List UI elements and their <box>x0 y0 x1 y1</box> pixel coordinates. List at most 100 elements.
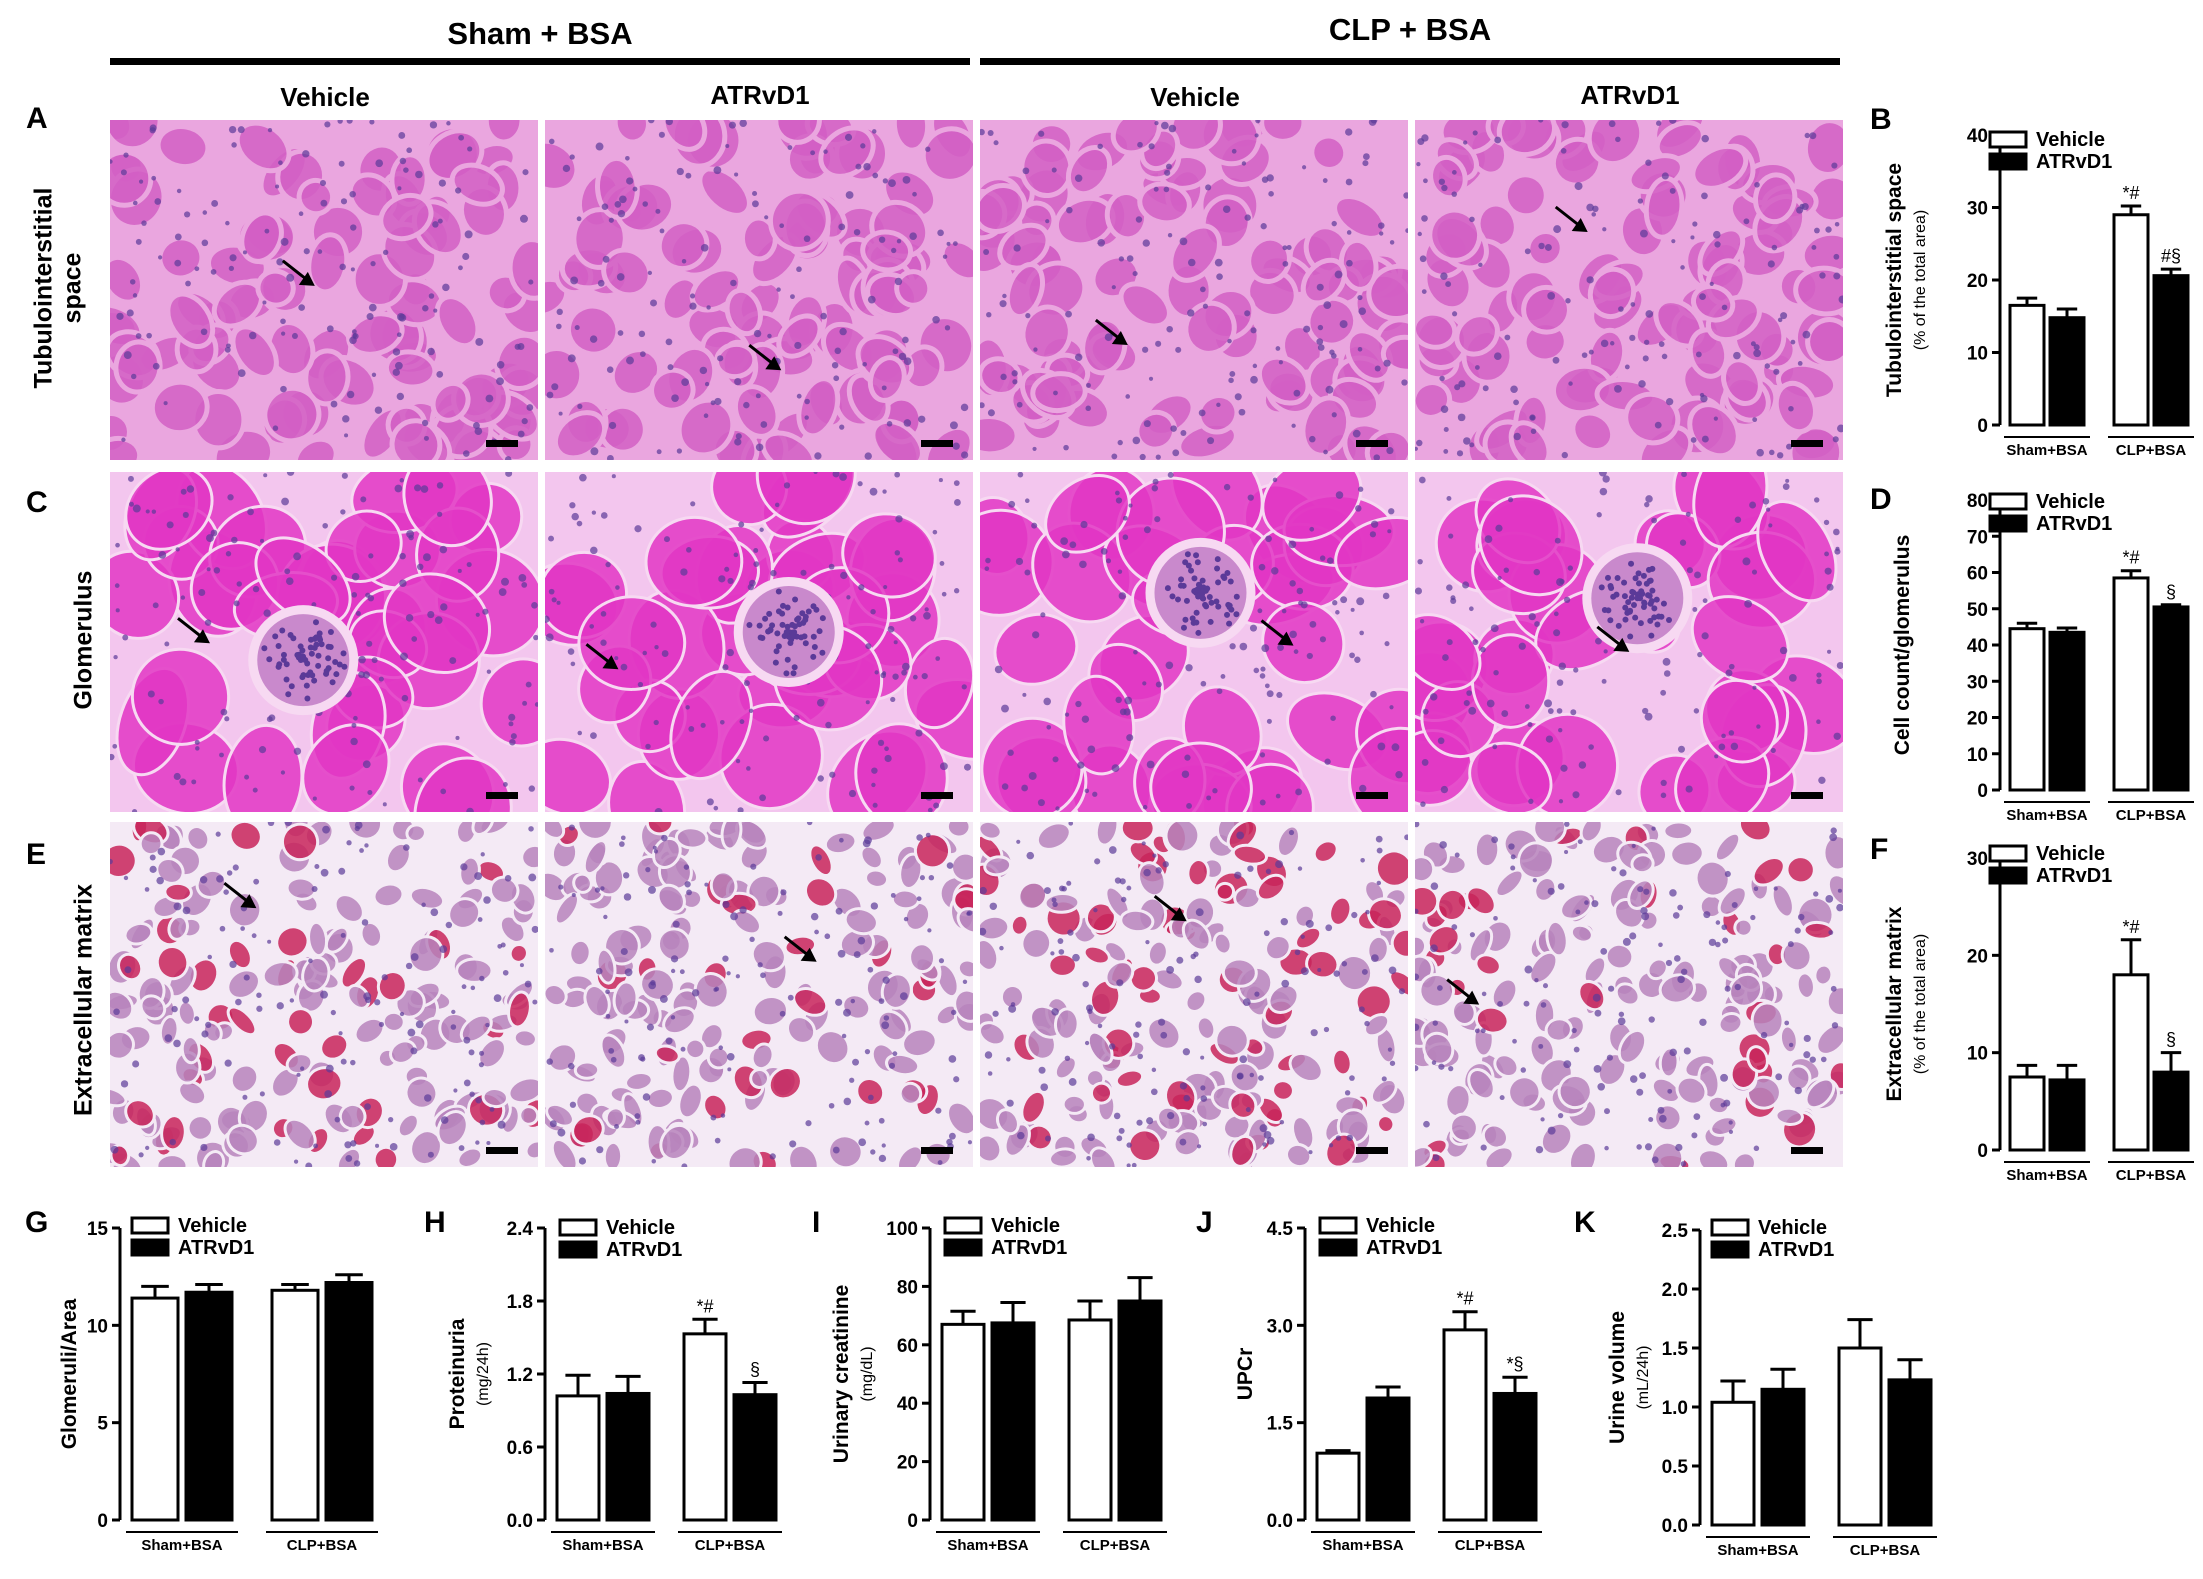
micrograph-image <box>110 822 538 1167</box>
y-axis-title: Extracellular matrix (% of the total area… <box>1883 906 1929 1101</box>
legend-label: Vehicle <box>2036 843 2105 865</box>
legend-label: ATRvD1 <box>2036 513 2112 535</box>
y-axis-unit: (% of the total area) <box>1912 934 1929 1075</box>
legend-label: ATRvD1 <box>2036 151 2112 173</box>
chart-k: K 0.0 0.5 1.0 1.5 2.0 2.5 Urine volume (mL/24h) S… <box>1574 1206 1937 1559</box>
y-tick-label: 2.5 <box>1662 1221 1689 1242</box>
x-group-label: CLP+BSA <box>1850 1542 1921 1559</box>
y-tick-label: 5 <box>97 1414 108 1435</box>
y-tick-label: 30 <box>1967 849 1988 870</box>
y-tick-label: 10 <box>87 1316 108 1337</box>
y-axis-unit: (mL/24h) <box>1635 1345 1652 1409</box>
x-group-label: Sham+BSA <box>2006 442 2087 459</box>
y-tick-label: 20 <box>1967 709 1988 730</box>
panel-letter: D <box>1870 483 1892 516</box>
column-label-clp-vehicle: Vehicle <box>1150 82 1240 112</box>
y-tick-label: 4.5 <box>1267 1219 1294 1240</box>
y-tick-label: 10 <box>1967 344 1988 365</box>
micrograph-image <box>110 472 538 812</box>
arrow-icon <box>1260 619 1294 646</box>
bar-atrvd1-clpbsa <box>1887 1378 1933 1527</box>
legend-swatch <box>558 1240 598 1259</box>
panel-letter: I <box>812 1206 820 1239</box>
scale-bar <box>1791 440 1823 447</box>
y-tick-label: 40 <box>897 1394 918 1415</box>
group-header-sham: Sham + BSA <box>447 16 633 51</box>
y-tick-label: 0 <box>97 1511 108 1532</box>
arrow-icon <box>1596 625 1630 652</box>
y-tick-label: 0.0 <box>507 1511 533 1532</box>
group-rule-sham <box>110 58 970 65</box>
y-axis-title: UPCr <box>1234 1348 1257 1401</box>
bar-vehicle-shambsa <box>940 1322 986 1522</box>
column-label-clp-atrvd1: ATRvD1 <box>1580 80 1680 110</box>
x-group-label: CLP+BSA <box>2116 442 2187 459</box>
bar-atrvd1-clpbsa <box>1492 1391 1538 1522</box>
chart-b: B 0 10 20 30 40 Tubulointerstitial space (% of … <box>1870 103 2194 459</box>
bar-vehicle-clpbsa <box>682 1332 728 1522</box>
legend-label: ATRvD1 <box>606 1239 682 1261</box>
y-tick-label: 70 <box>1967 527 1988 548</box>
column-label-sham-atrvd1: ATRvD1 <box>710 80 810 110</box>
micrograph-image <box>545 120 973 460</box>
y-axis-title: Tubulointerstitial space (% of the total … <box>1883 163 1929 397</box>
y-tick-label: 10 <box>1967 745 1988 766</box>
bar-atrvd1-clpbsa <box>2152 1070 2190 1152</box>
micrograph-image <box>110 120 538 460</box>
y-tick-label: 0 <box>1977 1141 1988 1162</box>
legend-swatch <box>943 1216 983 1235</box>
y-tick-label: 1.5 <box>1662 1339 1689 1360</box>
bar-vehicle-clpbsa <box>1442 1328 1488 1522</box>
legend-swatch <box>1988 866 2028 885</box>
legend-label: Vehicle <box>2036 129 2105 151</box>
micrograph-image <box>1415 120 1843 460</box>
bar-atrvd1-shambsa <box>184 1290 234 1522</box>
micrograph-image <box>1415 472 1843 812</box>
y-tick-label: 30 <box>1967 199 1988 220</box>
bar-atrvd1-shambsa <box>2048 316 2086 427</box>
legend-swatch <box>1318 1216 1358 1235</box>
bar-vehicle-clpbsa <box>1837 1346 1883 1527</box>
significance-label: *# <box>1456 1289 1473 1309</box>
chart-h: H 0.0 0.6 1.2 1.8 2.4 Proteinuria (mg/24h) Sham+… <box>424 1206 782 1554</box>
significance-label: § <box>2166 1030 2176 1050</box>
arrow-icon <box>177 617 210 644</box>
x-group-label: Sham+BSA <box>1717 1542 1798 1559</box>
x-group-label: CLP+BSA <box>2116 807 2187 824</box>
panel-letter: K <box>1574 1206 1596 1239</box>
y-tick-label: 0.0 <box>1267 1511 1293 1532</box>
legend-swatch <box>1318 1238 1358 1257</box>
scale-bar <box>1356 792 1388 799</box>
legend-swatch <box>130 1238 170 1257</box>
panel-letter-c: C <box>26 486 48 519</box>
legend-label: ATRvD1 <box>991 1237 1067 1259</box>
bar-atrvd1-clpbsa <box>324 1281 374 1522</box>
legend-swatch <box>130 1216 170 1235</box>
legend-swatch <box>1988 492 2028 511</box>
y-tick-label: 0 <box>907 1511 918 1532</box>
micrograph-image <box>980 472 1408 812</box>
x-group-label: Sham+BSA <box>2006 807 2087 824</box>
scale-bar <box>1356 1147 1388 1154</box>
x-group-label: CLP+BSA <box>1455 1537 1526 1554</box>
group-header-clp: CLP + BSA <box>1328 12 1492 47</box>
legend-swatch <box>1988 514 2028 533</box>
legend-label: Vehicle <box>178 1215 247 1237</box>
y-axis-title: Proteinuria (mg/24h) <box>446 1318 492 1429</box>
micrograph-image <box>545 822 973 1167</box>
micrograph-image <box>1415 822 1843 1167</box>
legend-swatch <box>1988 844 2028 863</box>
y-axis-label: Cell count/glomerulus <box>1891 535 1914 756</box>
y-tick-label: 60 <box>897 1336 918 1357</box>
chart-j: J 0.0 1.5 3.0 4.5 UPCr Sham+BSA CLP+BSA *# *§ Vehi… <box>1196 1206 1542 1554</box>
bar-vehicle-clpbsa <box>2112 576 2150 792</box>
significance-label: *# <box>2122 917 2139 937</box>
legend-label: Vehicle <box>991 1215 1060 1237</box>
y-axis-title: Urine volume (mL/24h) <box>1606 1311 1652 1444</box>
y-tick-label: 3.0 <box>1267 1316 1293 1337</box>
y-axis-label: Proteinuria <box>446 1318 469 1429</box>
arrow-icon <box>1446 978 1480 1005</box>
y-axis-unit: (mg/24h) <box>475 1342 492 1406</box>
legend-label: ATRvD1 <box>1758 1239 1834 1261</box>
bar-atrvd1-shambsa <box>1365 1396 1411 1522</box>
